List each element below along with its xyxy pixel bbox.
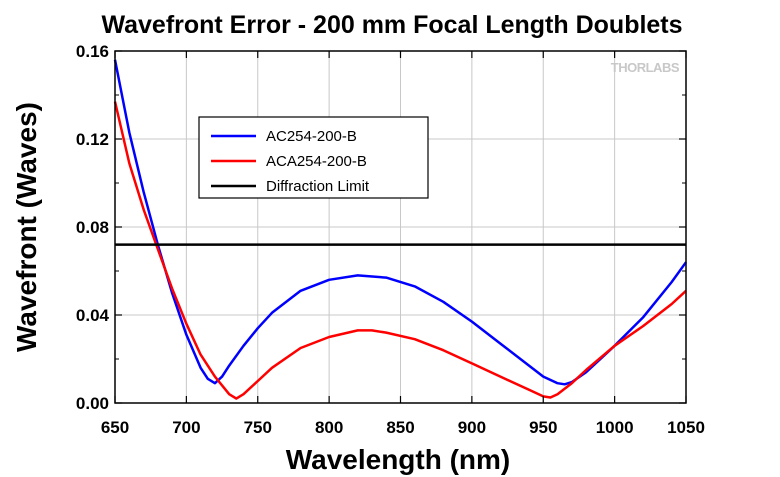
y-tick-label: 0.04 — [76, 306, 110, 325]
chart-title: Wavefront Error - 200 mm Focal Length Do… — [101, 11, 682, 39]
x-axis-label: Wavelength (nm) — [286, 444, 511, 475]
legend-label-diffraction: Diffraction Limit — [266, 178, 370, 195]
x-tick-label: 1000 — [596, 418, 634, 437]
y-axis-label: Wavefront (Waves) — [11, 102, 42, 352]
legend-label-aca254: ACA254-200-B — [266, 153, 367, 170]
y-axis-ticks: 0.00 0.04 0.08 0.12 0.16 — [76, 42, 686, 413]
legend: AC254-200-B ACA254-200-B Diffraction Lim… — [198, 116, 429, 199]
x-tick-label: 1050 — [667, 418, 705, 437]
series-line-aca254-200-b — [113, 101, 687, 400]
grid — [115, 51, 686, 403]
x-tick-label: 900 — [458, 418, 486, 437]
series-lines — [113, 59, 688, 400]
x-tick-label: 700 — [172, 418, 200, 437]
y-tick-label: 0.16 — [76, 42, 109, 61]
x-tick-label: 950 — [529, 418, 557, 437]
y-tick-label: 0.08 — [76, 218, 109, 237]
x-tick-label: 750 — [244, 418, 272, 437]
x-tick-label: 650 — [101, 418, 129, 437]
legend-box — [198, 116, 429, 199]
y-tick-label: 0.00 — [76, 394, 109, 413]
x-tick-label: 850 — [386, 418, 414, 437]
x-tick-label: 800 — [315, 418, 343, 437]
x-axis-ticks: 650 700 750 800 850 900 950 1000 1050 — [101, 51, 705, 437]
legend-label-ac254: AC254-200-B — [266, 128, 357, 145]
y-tick-label: 0.12 — [76, 130, 109, 149]
series-line-ac254-200-b — [113, 59, 688, 386]
watermark-logo: THORLABS — [611, 60, 680, 75]
